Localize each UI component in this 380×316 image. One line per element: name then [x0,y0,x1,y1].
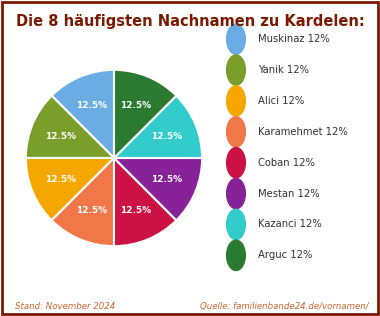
Text: Stand: November 2024: Stand: November 2024 [15,302,116,311]
Text: Die 8 häufigsten Nachnamen zu Kardelen:: Die 8 häufigsten Nachnamen zu Kardelen: [16,14,364,29]
Wedge shape [114,96,202,158]
Circle shape [226,117,245,147]
Circle shape [226,148,245,178]
Text: Coban 12%: Coban 12% [258,158,315,168]
Circle shape [226,86,245,116]
Wedge shape [52,158,114,246]
Text: Alici 12%: Alici 12% [258,96,304,106]
Wedge shape [26,158,114,220]
Text: 12.5%: 12.5% [120,100,152,110]
Text: 12.5%: 12.5% [120,206,152,216]
Wedge shape [114,70,176,158]
Text: Karamehmet 12%: Karamehmet 12% [258,127,348,137]
Circle shape [226,209,245,240]
Text: 12.5%: 12.5% [76,100,108,110]
Wedge shape [114,158,202,220]
Text: Quelle: familienbande24.de/vornamen/: Quelle: familienbande24.de/vornamen/ [200,302,369,311]
Text: Kazanci 12%: Kazanci 12% [258,219,321,229]
Circle shape [226,179,245,209]
Text: 12.5%: 12.5% [151,131,182,141]
Text: 12.5%: 12.5% [76,206,108,216]
Text: Mestan 12%: Mestan 12% [258,189,320,198]
Text: Muskinaz 12%: Muskinaz 12% [258,34,329,44]
Wedge shape [114,158,176,246]
Text: 12.5%: 12.5% [46,175,77,185]
Wedge shape [52,70,114,158]
Circle shape [226,240,245,270]
Circle shape [226,24,245,54]
Text: Yanik 12%: Yanik 12% [258,65,309,75]
Wedge shape [26,96,114,158]
Text: 12.5%: 12.5% [46,131,77,141]
Text: Arguc 12%: Arguc 12% [258,250,312,260]
Circle shape [226,55,245,85]
Text: 12.5%: 12.5% [151,175,182,185]
